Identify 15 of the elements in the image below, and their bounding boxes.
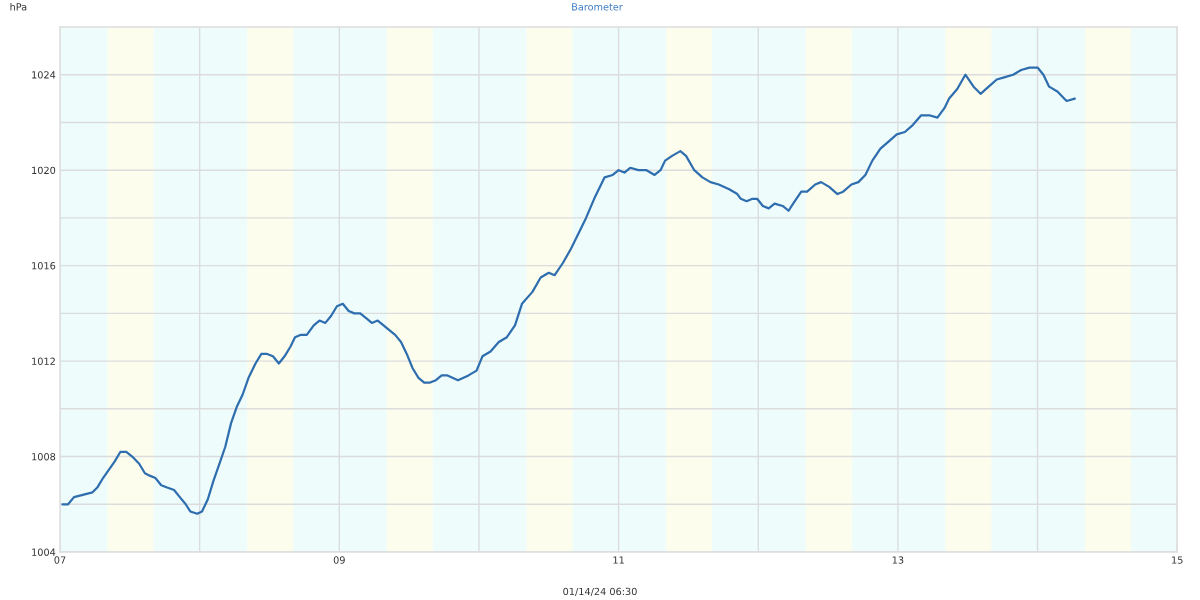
y-tick-label: 1012 (32, 357, 55, 365)
y-tick-label: 1004 (32, 548, 56, 556)
y-axis-title: hPa (10, 3, 27, 11)
x-tick-label: 07 (54, 556, 66, 564)
y-tick-label: 1020 (32, 166, 56, 175)
chart-title: Barometer (572, 3, 623, 11)
y-tick-label: 1024 (32, 71, 56, 79)
x-tick-label: 13 (892, 556, 904, 564)
y-tick-label: 1008 (32, 453, 56, 461)
x-tick-label: 09 (333, 556, 345, 564)
x-tick-label: 15 (1172, 556, 1183, 564)
x-tick-label: 11 (613, 556, 624, 564)
x-axis-title: 01/14/24 06:30 (563, 587, 637, 596)
line-series (61, 66, 1076, 515)
y-tick-label: 1016 (32, 262, 56, 270)
